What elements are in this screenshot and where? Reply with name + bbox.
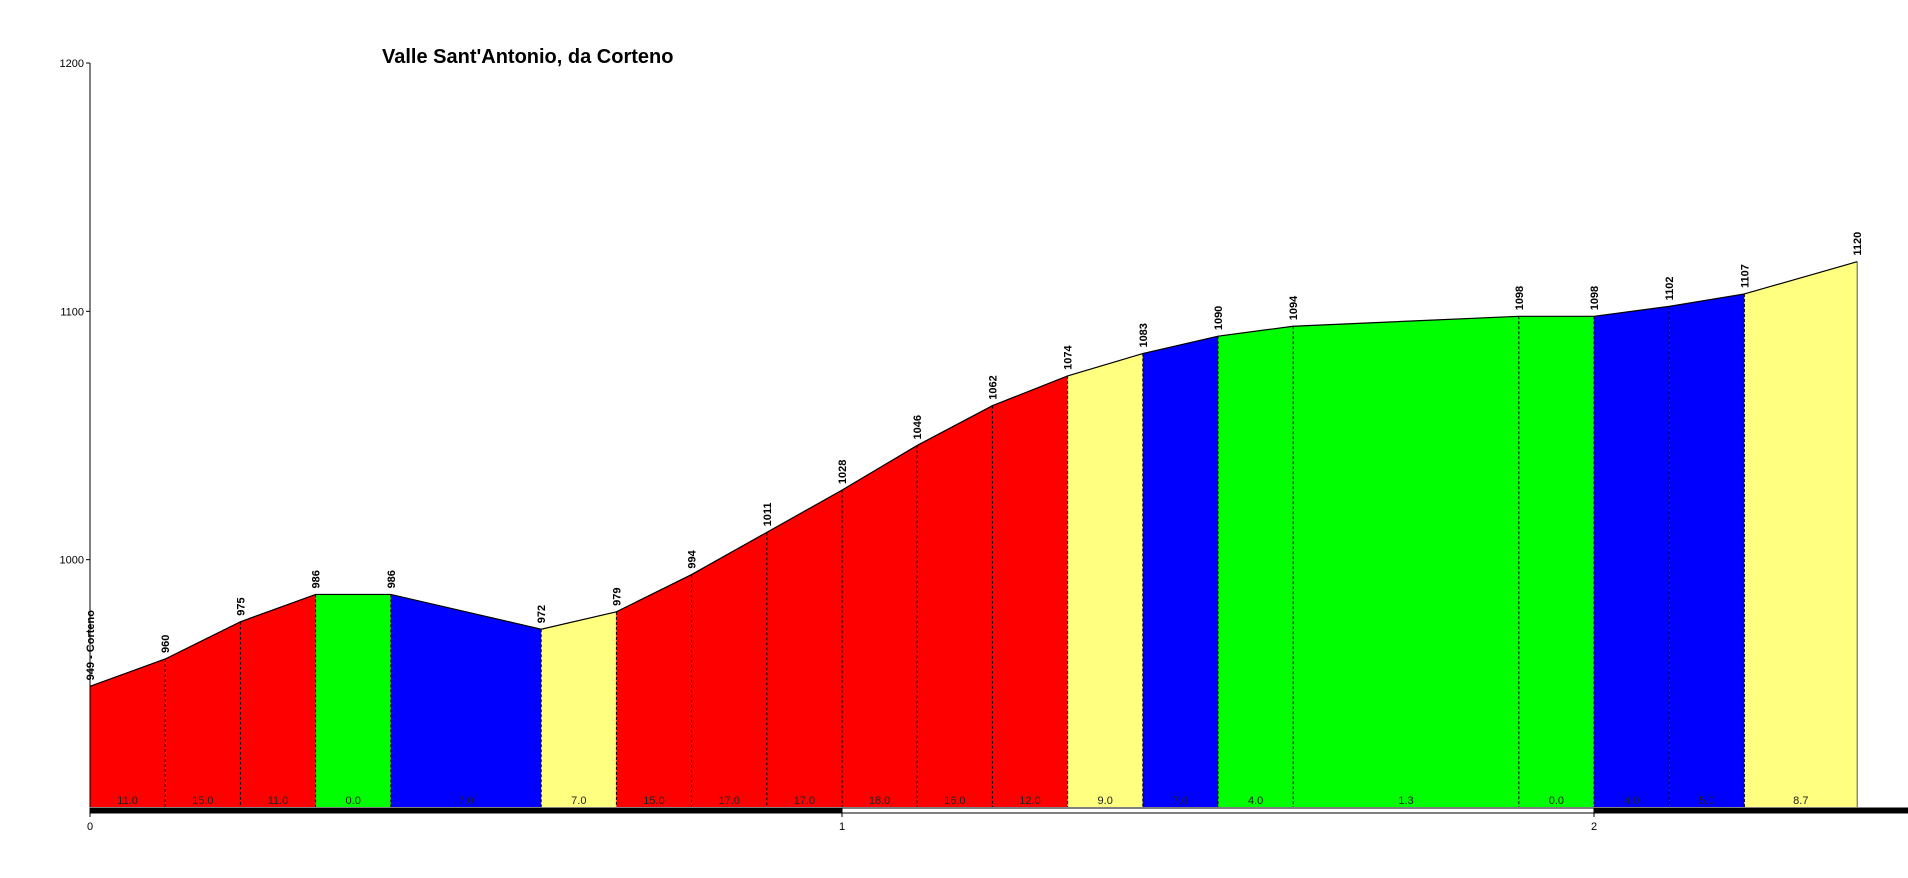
segment-fill-8 <box>766 490 842 807</box>
gradient-label-6: 15.0 <box>643 795 664 807</box>
gradient-label-3: 0.0 <box>346 795 361 807</box>
elevation-label-20: 1120 <box>1852 232 1864 256</box>
elevation-label-0: 949 - Corteno <box>85 610 97 681</box>
elevation-label-18: 1102 <box>1664 276 1676 300</box>
segment-fill-10 <box>917 405 993 807</box>
gradient-labels: 11.0 15.0 11.0 0.0 7.0 7.0 15.0 17.0 17.0 18.0 16.… <box>117 795 1808 807</box>
profile-outline <box>89 261 1858 687</box>
segment-fill-1 <box>165 621 241 807</box>
segment-fills <box>90 261 1858 808</box>
elevation-label-15: 1094 <box>1288 295 1300 320</box>
elevation-label-10: 1046 <box>912 415 924 439</box>
gradient-label-17: 4.0 <box>1624 795 1639 807</box>
y-tick-label-2: 1200 <box>60 58 84 70</box>
chart-title: Valle Sant'Antonio, da Corteno <box>382 46 673 68</box>
gradient-label-2: 11.0 <box>268 795 289 807</box>
segment-fill-13 <box>1142 336 1218 807</box>
gradient-label-9: 18.0 <box>869 795 890 807</box>
km-band-0 <box>89 807 843 814</box>
elevation-label-14: 1090 <box>1213 306 1225 330</box>
elevation-labels: 949 - Corteno 960 975 986 986 972 979 994 1011 10… <box>85 232 1864 681</box>
segment-fill-3 <box>315 594 391 807</box>
elevation-label-12: 1074 <box>1063 345 1075 370</box>
segment-fill-9 <box>842 445 918 807</box>
gradient-label-12: 9.0 <box>1098 795 1113 807</box>
elevation-label-11: 1062 <box>987 375 999 399</box>
segment-fill-18 <box>1669 293 1745 807</box>
gradient-label-0: 11.0 <box>117 795 138 807</box>
y-tick-label-1: 1100 <box>60 306 84 318</box>
segment-fill-6 <box>616 574 692 807</box>
gradient-label-10: 16.0 <box>944 795 965 807</box>
x-tick-label-0: 0 <box>87 821 93 833</box>
x-tick-label-1: 1 <box>839 821 845 833</box>
segment-fill-14 <box>1218 326 1294 807</box>
y-tick-label-0: 1000 <box>60 555 84 567</box>
gradient-label-13: 7.0 <box>1173 795 1188 807</box>
km-band-1 <box>841 807 1595 814</box>
gradient-label-5: 7.0 <box>571 795 586 807</box>
x-tick-label-2: 2 <box>1591 821 1597 833</box>
elevation-label-6: 979 <box>611 587 623 605</box>
elevation-label-13: 1083 <box>1138 323 1150 347</box>
segment-fill-12 <box>1067 353 1143 807</box>
gradient-label-8: 17.0 <box>794 795 815 807</box>
segment-fill-11 <box>992 375 1068 807</box>
gradient-label-14: 4.0 <box>1248 795 1263 807</box>
segment-fill-0 <box>90 659 166 807</box>
segment-fill-16 <box>1518 316 1594 807</box>
gradient-label-18: 5.0 <box>1699 795 1714 807</box>
elevation-label-16: 1098 <box>1514 286 1526 310</box>
elevation-label-19: 1107 <box>1739 264 1751 288</box>
gradient-label-4: 7.0 <box>458 795 473 807</box>
segment-fill-5 <box>541 611 617 807</box>
segment-fill-15 <box>1293 316 1519 807</box>
axes: 1000 1100 1200 0 1 2 <box>60 58 1908 833</box>
elevation-label-3: 986 <box>311 570 323 588</box>
elevation-label-8: 1011 <box>762 502 774 526</box>
km-band-2 <box>1593 807 1908 814</box>
elevation-label-17: 1098 <box>1589 286 1601 310</box>
elevation-label-9: 1028 <box>837 460 849 484</box>
gradient-label-16: 0.0 <box>1549 795 1564 807</box>
segment-fill-19 <box>1744 261 1858 808</box>
segment-fill-4 <box>390 594 542 807</box>
elevation-label-4: 986 <box>386 570 398 588</box>
gradient-label-19: 8.7 <box>1793 795 1808 807</box>
segment-fill-7 <box>691 532 767 807</box>
gradient-label-11: 12.0 <box>1019 795 1040 807</box>
gradient-label-7: 17.0 <box>718 795 739 807</box>
elevation-label-2: 975 <box>235 597 247 615</box>
segment-dividers <box>164 261 1858 807</box>
elevation-label-5: 972 <box>536 605 548 623</box>
gradient-label-1: 15.0 <box>192 795 213 807</box>
gradient-label-15: 1.3 <box>1398 795 1413 807</box>
elevation-label-7: 994 <box>687 549 699 568</box>
segment-fill-2 <box>240 594 316 807</box>
elevation-label-1: 960 <box>160 635 172 653</box>
segment-fill-17 <box>1594 306 1670 807</box>
